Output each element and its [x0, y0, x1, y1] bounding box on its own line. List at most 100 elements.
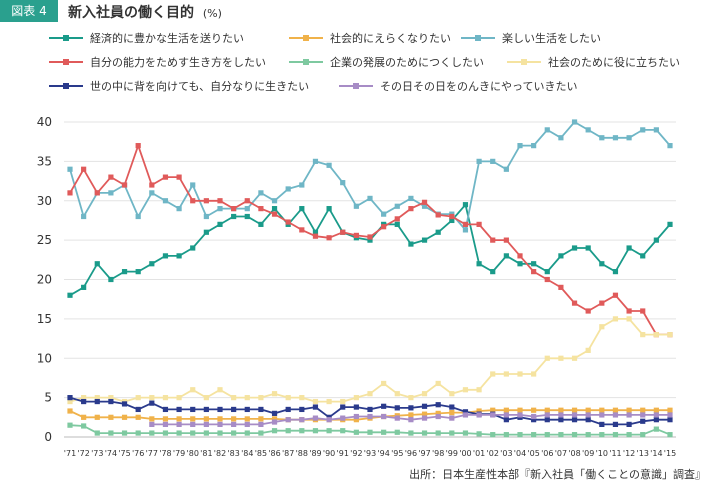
legend-label: 経済的に豊かな生活を送りたい	[90, 32, 244, 45]
data-point	[176, 174, 182, 180]
data-point	[258, 406, 264, 413]
data-point	[571, 412, 578, 418]
data-point	[94, 190, 100, 196]
data-point	[176, 253, 182, 259]
data-point	[599, 421, 605, 427]
data-point	[421, 391, 428, 397]
data-point	[231, 430, 237, 436]
data-point	[408, 195, 414, 201]
data-point	[299, 428, 305, 434]
data-point	[544, 355, 550, 361]
data-point	[640, 308, 646, 314]
data-point	[544, 412, 550, 418]
data-point	[217, 416, 223, 422]
data-point	[217, 430, 223, 436]
data-point	[340, 398, 346, 405]
data-point	[121, 401, 128, 407]
x-tick-label: '08	[568, 449, 580, 458]
x-tick-label: '10	[596, 449, 608, 458]
data-point	[667, 412, 673, 418]
data-point	[531, 371, 537, 377]
data-point	[285, 395, 291, 401]
data-point	[108, 190, 114, 196]
data-point	[531, 269, 537, 275]
data-point	[271, 391, 278, 397]
data-point	[162, 430, 169, 436]
x-tick-label: '81	[200, 449, 212, 458]
data-point	[626, 421, 632, 427]
data-point	[149, 261, 155, 267]
data-point	[626, 308, 632, 314]
data-point	[531, 407, 537, 413]
data-point	[476, 387, 482, 393]
data-point	[612, 432, 619, 438]
data-point	[271, 211, 278, 217]
legend-swatch	[289, 59, 323, 65]
data-point	[653, 407, 659, 413]
data-point	[231, 416, 237, 422]
data-point	[585, 308, 591, 314]
data-point	[312, 233, 319, 239]
x-tick-label: '84	[241, 449, 253, 458]
data-point	[653, 417, 659, 423]
data-point	[258, 395, 264, 401]
data-point	[381, 211, 387, 217]
data-point	[217, 198, 223, 204]
data-point	[585, 432, 591, 438]
data-point	[476, 158, 482, 164]
data-point	[435, 430, 441, 436]
data-point	[667, 221, 673, 227]
data-point	[217, 421, 223, 427]
data-point	[258, 416, 264, 422]
data-point	[599, 412, 605, 418]
data-point	[653, 426, 659, 432]
data-point	[626, 135, 632, 141]
data-point	[490, 432, 496, 438]
data-point	[271, 410, 278, 416]
legend-swatch	[461, 35, 495, 41]
data-point	[162, 416, 169, 422]
data-point	[203, 421, 209, 427]
data-point	[81, 213, 87, 220]
data-point	[326, 235, 332, 241]
data-point	[558, 432, 564, 438]
data-point	[121, 430, 128, 436]
y-tick-label: 20	[37, 273, 52, 287]
data-point	[408, 412, 414, 418]
data-point	[217, 406, 223, 413]
data-point	[503, 407, 509, 413]
data-point	[108, 276, 114, 283]
x-tick-label: '87	[282, 449, 294, 458]
data-point	[312, 229, 319, 235]
data-point	[421, 203, 428, 209]
data-point	[176, 416, 182, 422]
data-point	[340, 428, 346, 434]
data-point	[244, 206, 250, 212]
data-point	[449, 430, 455, 436]
data-point	[312, 398, 319, 405]
data-point	[435, 413, 441, 420]
data-point	[149, 395, 155, 401]
data-point	[190, 416, 196, 422]
data-point	[367, 391, 373, 397]
data-point	[571, 300, 578, 306]
x-tick-label: '73	[91, 449, 103, 458]
data-point	[231, 206, 237, 212]
legend-label: その日その日をのんきにやっていきたい	[380, 80, 578, 93]
data-point	[231, 421, 237, 427]
data-point	[353, 203, 359, 209]
data-point	[585, 407, 591, 413]
data-point	[612, 316, 619, 322]
data-point	[94, 395, 100, 401]
data-point	[599, 432, 605, 438]
data-point	[381, 380, 387, 387]
data-point	[626, 407, 632, 413]
data-point	[312, 404, 319, 410]
data-point	[217, 387, 223, 393]
data-point	[517, 432, 523, 438]
data-point	[558, 412, 564, 418]
data-point	[149, 430, 155, 436]
legend-label: 世の中に背を向けても、自分なりに生きたい	[90, 80, 310, 93]
data-point	[299, 227, 305, 233]
data-point	[517, 143, 523, 149]
